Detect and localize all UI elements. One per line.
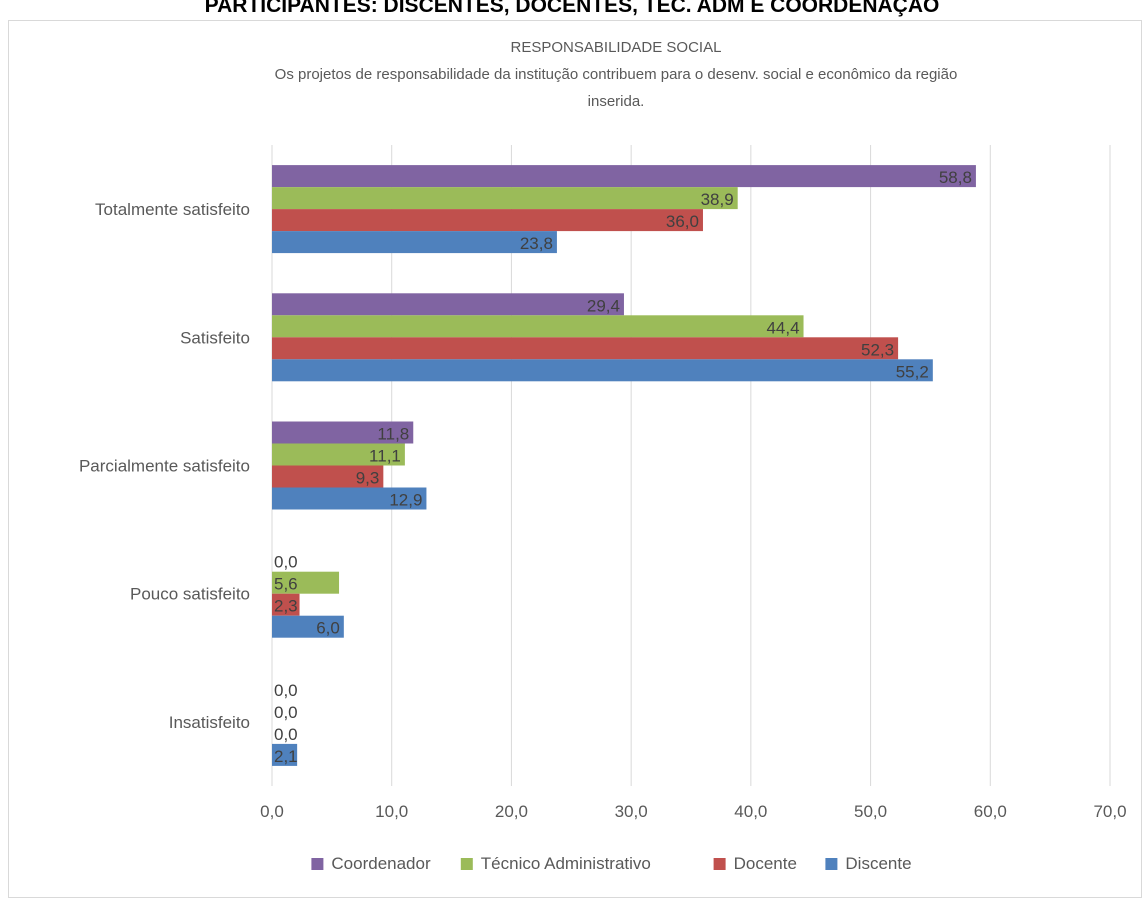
- bar: [272, 231, 557, 254]
- data-label: 2,1: [274, 747, 298, 766]
- data-label: 0,0: [274, 553, 298, 572]
- y-category-label: Pouco satisfeito: [130, 585, 250, 604]
- data-label: 38,9: [701, 190, 734, 209]
- legend[interactable]: Coordenador Técnico Administrativo Docente…: [311, 854, 912, 873]
- x-tick-label: 60,0: [974, 802, 1007, 821]
- data-label: 9,3: [356, 469, 380, 488]
- x-tick-label: 10,0: [375, 802, 408, 821]
- chart-frame: [8, 20, 1142, 898]
- bars: [272, 165, 976, 766]
- data-label: 36,0: [666, 212, 699, 231]
- data-label: 52,3: [861, 340, 894, 359]
- data-label: 0,0: [274, 703, 298, 722]
- data-label: 29,4: [587, 296, 620, 315]
- legend-swatch: [311, 858, 324, 870]
- legend-label: Discente: [845, 854, 911, 873]
- legend-swatch: [825, 858, 838, 870]
- bar: [272, 465, 384, 488]
- chart-subtitle-line-2: inserida.: [588, 93, 645, 110]
- page-header: PARTICIPANTES: DISCENTES, DOCENTES, TEC.…: [204, 0, 940, 17]
- bar: [272, 593, 300, 616]
- bar: [272, 615, 344, 638]
- bar: [272, 337, 899, 360]
- y-category-label: Insatisfeito: [169, 713, 250, 732]
- bar: [272, 571, 340, 594]
- x-tick-label: 20,0: [495, 802, 528, 821]
- bar: [272, 443, 405, 466]
- data-label: 6,0: [316, 619, 340, 638]
- bar: [272, 187, 738, 210]
- data-label: 11,1: [369, 447, 401, 466]
- legend-swatch: [460, 858, 473, 870]
- x-tick-label: 70,0: [1093, 802, 1126, 821]
- bar: [272, 487, 427, 510]
- bar: [272, 743, 298, 766]
- bar: [272, 315, 804, 338]
- data-labels: 58,8 38,936,0 23,8 29,4 44,4 52,355,2 11,8 11,1…: [274, 168, 972, 766]
- data-label: 11,8: [377, 425, 409, 444]
- data-label: 44,4: [766, 318, 799, 337]
- legend-swatch: [713, 858, 726, 870]
- data-label: 0,0: [274, 681, 298, 700]
- data-label: 58,8: [939, 168, 972, 187]
- y-category-label: Satisfeito: [180, 328, 250, 347]
- data-label: 12,9: [389, 491, 422, 510]
- x-tick-label: 0,0: [260, 802, 284, 821]
- x-tick-label: 50,0: [854, 802, 887, 821]
- data-label: 2,3: [274, 597, 298, 616]
- y-category-label: Parcialmente satisfeito: [79, 457, 250, 476]
- data-label: 0,0: [274, 725, 298, 744]
- legend-label: Técnico Administrativo: [481, 854, 651, 873]
- y-category-label: Totalmente satisfeito: [95, 200, 250, 219]
- data-label: 55,2: [896, 362, 929, 381]
- x-tick-label: 30,0: [615, 802, 648, 821]
- x-tick-label: 40,0: [734, 802, 767, 821]
- axes: 0,0 10,0 20,0 30,0 40,0 50,0 60,0 70,0 Totalment…: [79, 200, 1127, 821]
- bar: [272, 293, 624, 316]
- legend-label: Docente: [734, 854, 797, 873]
- bar: [272, 209, 703, 232]
- data-label: 23,8: [520, 234, 553, 253]
- legend-label: Coordenador: [331, 854, 431, 873]
- chart-subtitle-line-1: Os projetos de responsabilidade da insti…: [275, 66, 958, 83]
- bar: [272, 359, 933, 382]
- bar: [272, 421, 414, 444]
- data-label: 5,6: [274, 575, 298, 594]
- chart-title: RESPONSABILIDADE SOCIAL: [511, 39, 722, 56]
- bar: [272, 165, 976, 188]
